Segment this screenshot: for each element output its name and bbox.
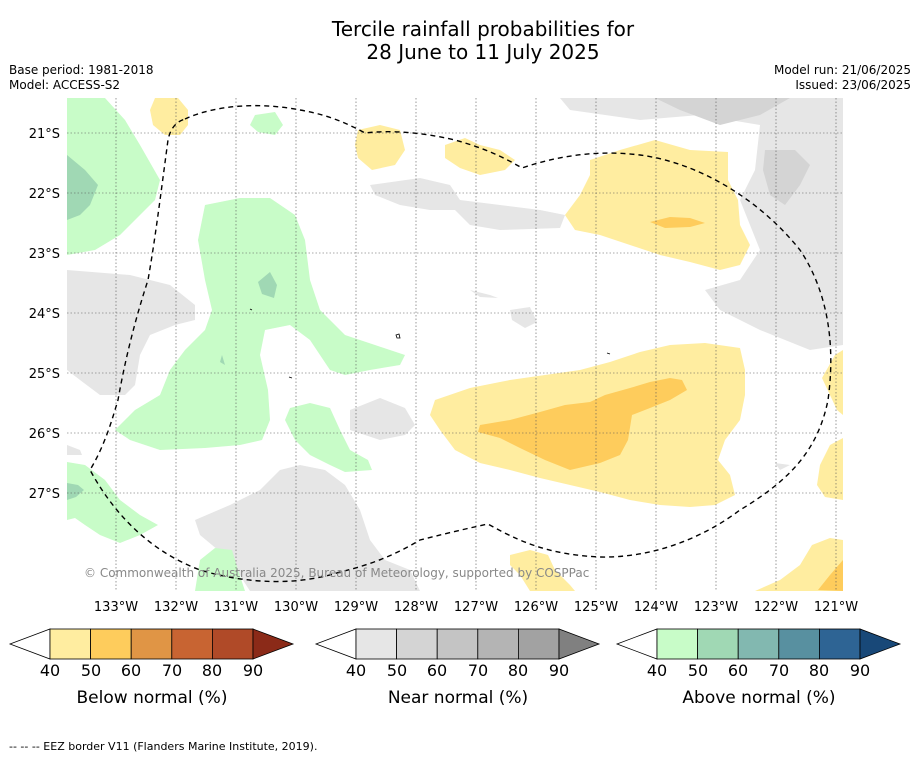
- cb-near-swatch-3: [436, 628, 479, 660]
- cb-below-tick-40: 40: [40, 661, 60, 680]
- map-gridlines: [67, 98, 843, 591]
- issued-date: Issued: 23/06/2025: [795, 78, 911, 92]
- lat-label-27: 27°S: [29, 487, 60, 502]
- lon-label-133: 133°W: [94, 600, 138, 615]
- cb-near-swatch-2: [396, 628, 438, 660]
- lat-label-24: 24°S: [29, 307, 60, 322]
- cb-below-tick-70: 70: [162, 661, 182, 680]
- cb-above-tick-70: 70: [769, 661, 789, 680]
- map-title: Tercile rainfall probabilities for 28 Ju…: [0, 18, 919, 64]
- cb-below-swatch-1: [49, 628, 91, 660]
- colorbar-below-normal-swatches: [8, 628, 295, 660]
- cb-near-title: Near normal (%): [388, 688, 528, 708]
- latitude-labels: 21°S 22°S 23°S 24°S 25°S 26°S 27°S: [29, 127, 60, 502]
- lat-label-22: 22°S: [29, 187, 60, 202]
- colorbar-near-normal-swatches: [314, 628, 601, 660]
- cb-above-tick-80: 80: [809, 661, 829, 680]
- cb-above-swatch-4: [778, 628, 820, 660]
- cb-near-tick-70: 70: [468, 661, 488, 680]
- meta-right: Model run: 21/06/2025 Issued: 23/06/2025: [774, 63, 911, 93]
- cb-above-swatch-1: [656, 628, 698, 660]
- cb-below-high-extension: [252, 628, 295, 660]
- lon-label-127: 127°W: [454, 600, 498, 615]
- cb-near-tick-90: 90: [549, 661, 569, 680]
- title-line-2: 28 June to 11 July 2025: [366, 40, 600, 64]
- contour-specks: [249, 308, 611, 379]
- cb-above-swatch-5: [819, 628, 861, 660]
- cb-above-high-extension: [859, 628, 902, 660]
- colorbar-below-normal: 40 50 60 70 80 90 Below normal (%): [8, 628, 295, 708]
- above-normal-50-regions: [67, 155, 277, 500]
- lat-label-21: 21°S: [29, 127, 60, 142]
- above-normal-regions: [67, 98, 405, 591]
- lon-label-129: 129°W: [334, 600, 378, 615]
- map-figure: 21°S 22°S 23°S 24°S 25°S 26°S 27°S 133°W…: [8, 98, 902, 708]
- cb-above-tick-50: 50: [688, 661, 708, 680]
- cb-below-tick-60: 60: [121, 661, 141, 680]
- lon-label-126: 126°W: [514, 600, 558, 615]
- cb-near-swatch-4: [477, 628, 519, 660]
- cb-below-swatch-5: [211, 628, 254, 660]
- lon-label-132: 132°W: [154, 600, 198, 615]
- map-plot-area: 21°S 22°S 23°S 24°S 25°S 26°S 27°S 133°W…: [29, 98, 858, 615]
- cb-below-swatch-4: [171, 628, 213, 660]
- near-normal-regions: [67, 98, 843, 591]
- cb-above-swatch-2: [697, 628, 739, 660]
- cb-above-tick-90: 90: [850, 661, 870, 680]
- copyright-notice: © Commonwealth of Australia 2025, Bureau…: [84, 566, 589, 580]
- cb-near-swatch-5: [518, 628, 560, 660]
- lon-label-121: 121°W: [814, 600, 858, 615]
- lon-label-123: 123°W: [694, 600, 738, 615]
- cb-below-swatch-3: [130, 628, 173, 660]
- colorbar-above-normal-swatches: [615, 628, 902, 660]
- colorbar-above-normal: 40 50 60 70 80 90 Above normal (%): [615, 628, 902, 708]
- model-run: Model run: 21/06/2025: [773, 63, 911, 77]
- cb-above-title: Above normal (%): [682, 688, 835, 708]
- lat-label-23: 23°S: [29, 247, 60, 262]
- lon-label-124: 124°W: [634, 600, 678, 615]
- lat-label-25: 25°S: [29, 367, 60, 382]
- below-normal-50-regions: [478, 217, 843, 591]
- cb-above-low-extension: [615, 628, 658, 660]
- probability-fields: [67, 98, 843, 591]
- cb-above-tick-40: 40: [647, 661, 667, 680]
- colorbar-above-normal-ticks: 40 50 60 70 80 90: [647, 661, 870, 680]
- colorbar-near-normal: 40 50 60 70 80 90 Near normal (%): [314, 628, 601, 708]
- cb-above-swatch-3: [737, 628, 780, 660]
- title-line-1: Tercile rainfall probabilities for: [331, 17, 635, 41]
- model-name: Model: ACCESS-S2: [9, 78, 121, 92]
- cb-below-swatch-2: [90, 628, 132, 660]
- cb-below-tick-80: 80: [202, 661, 222, 680]
- cb-near-tick-80: 80: [508, 661, 528, 680]
- colorbar-near-normal-ticks: 40 50 60 70 80 90: [346, 661, 569, 680]
- cb-above-tick-60: 60: [728, 661, 748, 680]
- lon-label-130: 130°W: [274, 600, 318, 615]
- cb-near-low-extension: [314, 628, 357, 660]
- eez-footnote: -- -- -- EEZ border V11 (Flanders Marine…: [9, 740, 318, 753]
- cb-below-low-extension: [8, 628, 51, 660]
- cb-near-tick-40: 40: [346, 661, 366, 680]
- lon-label-125: 125°W: [574, 600, 618, 615]
- longitude-labels: 133°W 132°W 131°W 130°W 129°W 128°W 127°…: [94, 600, 858, 615]
- cb-near-high-extension: [558, 628, 601, 660]
- base-period: Base period: 1981-2018: [9, 63, 154, 77]
- cb-near-tick-50: 50: [387, 661, 407, 680]
- cb-below-tick-50: 50: [81, 661, 101, 680]
- cb-below-tick-90: 90: [243, 661, 263, 680]
- colorbar-below-normal-ticks: 40 50 60 70 80 90: [40, 661, 263, 680]
- meta-left: Base period: 1981-2018 Model: ACCESS-S2: [9, 63, 154, 93]
- cb-near-swatch-1: [355, 628, 397, 660]
- cb-below-title: Below normal (%): [77, 688, 228, 708]
- lon-label-128: 128°W: [394, 600, 438, 615]
- lon-label-122: 122°W: [754, 600, 798, 615]
- lon-label-131: 131°W: [214, 600, 258, 615]
- cb-near-tick-60: 60: [427, 661, 447, 680]
- lat-label-26: 26°S: [29, 427, 60, 442]
